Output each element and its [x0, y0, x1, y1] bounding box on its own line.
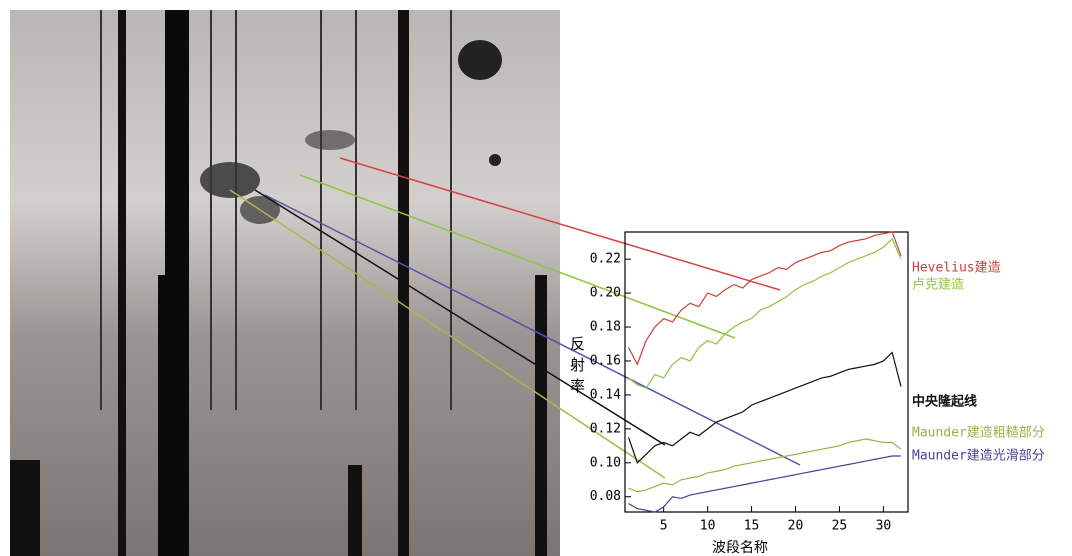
y-tick-label: 0.18: [590, 320, 621, 335]
chart: 波段名称 5 10 15 20 25 30 0.08 0.10 0.12 0.14 0.16 0.18…: [0, 0, 1072, 556]
y-tick-label: 0.16: [590, 353, 621, 368]
series-line: [629, 232, 901, 364]
x-tick-label: 30: [876, 519, 892, 534]
y-tick-label: 0.14: [590, 387, 621, 402]
y-tick-label: 0.12: [590, 421, 621, 436]
x-tick-label: 15: [744, 519, 760, 534]
x-tick-label: 20: [788, 519, 804, 534]
x-tick-label: 10: [700, 519, 716, 534]
y-tick-label: 0.20: [590, 286, 621, 301]
legend-label: Hevelius建造: [912, 261, 1001, 276]
y-tick-label: 0.10: [590, 455, 621, 470]
y-tick-label: 0.22: [590, 252, 621, 267]
page: 波段名称 5 10 15 20 25 30 0.08 0.10 0.12 0.14 0.16 0.18…: [0, 0, 1072, 556]
y-axis-label: 反射率: [567, 336, 588, 399]
y-tick-label: 0.08: [590, 489, 621, 504]
legend-label: Maunder建造光滑部分: [912, 449, 1045, 464]
x-tick-label: 25: [832, 519, 848, 534]
legend-label: 卢克建造: [912, 277, 964, 293]
legend-label: 中央隆起线: [912, 394, 977, 410]
x-tick-label: 5: [660, 519, 668, 534]
legend-label: Maunder建造粗糙部分: [912, 426, 1045, 441]
lunar-image: [10, 10, 560, 556]
x-axis-label: 波段名称: [712, 540, 768, 556]
